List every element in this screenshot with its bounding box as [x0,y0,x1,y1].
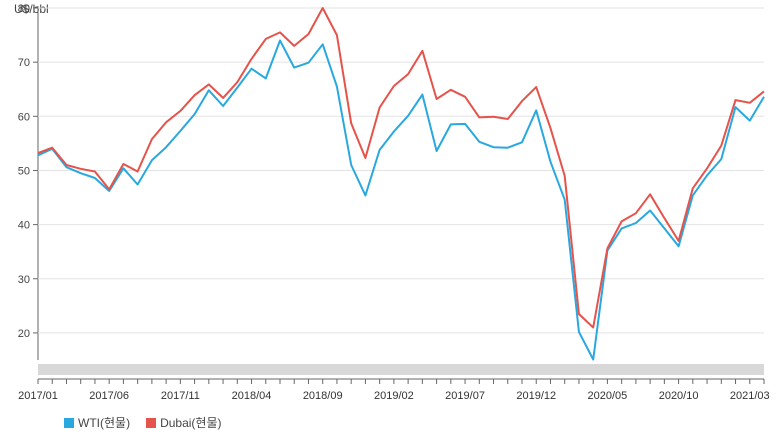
y-tick-label: 30 [18,274,30,286]
legend-swatch-wti [64,417,74,428]
x-tick-label: 2019/02 [374,390,414,402]
y-tick-label: 20 [18,328,30,340]
x-tick-label: 2020/05 [588,390,628,402]
y-tick-label: 60 [18,111,30,123]
legend-swatch-dubai [146,417,157,428]
x-tick-label: 2018/04 [232,390,272,402]
x-axis-ticks: 2017/01 2017/06 2017/11 2018/04 2018/09 2019/… [18,379,770,402]
y-tick-label: 40 [18,220,30,232]
x-tick-label: 2019/07 [445,390,485,402]
y-tick-label: 50 [18,165,30,177]
x-tick-label: 2019/12 [516,390,556,402]
x-tick-label: 2020/10 [659,390,699,402]
legend-item-dubai[interactable]: Dubai(현물) [146,414,222,431]
x-tick-label: 2017/11 [161,390,200,402]
legend-label-wti: WTI(현물) [78,416,131,430]
line-chart: 20 30 40 50 60 70 80 2017/01 2017/06 2017/11 2018… [18,3,770,402]
y-tick-label: 70 [18,57,30,69]
y-axis-ticks: 20 30 40 50 60 70 80 [18,3,38,340]
legend-label-dubai: Dubai(현물) [160,416,222,430]
legend-item-wti[interactable]: WTI(현물) [64,414,130,431]
x-tick-label: 2017/01 [18,390,58,402]
y-tick-label: 80 [18,3,30,15]
series-line-dubai[interactable] [37,7,765,329]
x-tick-label: 2018/09 [303,390,343,402]
x-tick-label: 2021/03 [730,390,770,402]
y-axis-unit-label: U$/bbl [14,2,49,16]
legend: WTI(현물) Dubai(현물) [64,414,222,431]
series-lines [37,7,765,361]
series-line-wti[interactable] [37,39,765,361]
range-scrollbar[interactable] [38,364,764,375]
x-tick-label: 2017/06 [89,390,129,402]
gridlines [37,6,764,360]
